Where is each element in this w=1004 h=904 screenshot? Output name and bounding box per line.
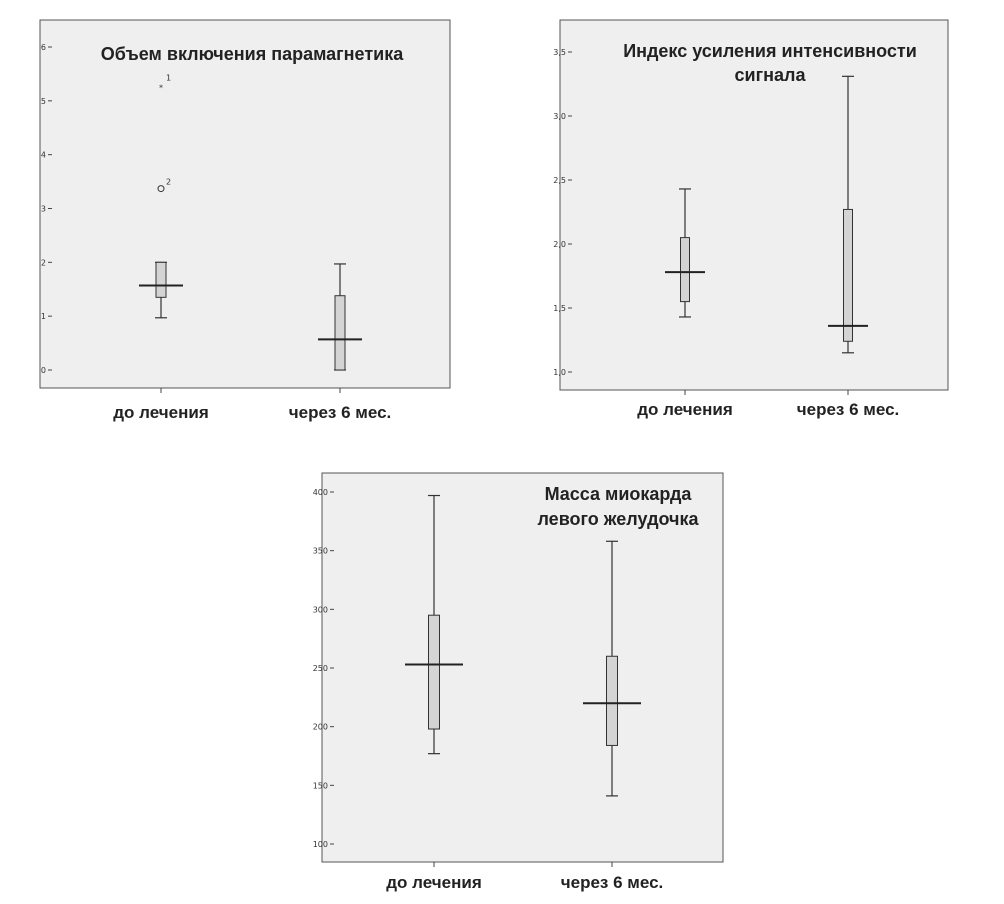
outlier-label: 2 bbox=[166, 178, 171, 187]
chart-panel-3: 100 150 200 250 300 350 400 Масса миокарда левог… bbox=[313, 472, 724, 892]
plot-area bbox=[321, 472, 724, 863]
y-tick-label: 3 bbox=[41, 205, 46, 214]
plot-area bbox=[559, 19, 949, 391]
iqr-box bbox=[155, 261, 167, 298]
category-label: до лечения bbox=[386, 873, 481, 892]
category-label: до лечения bbox=[113, 403, 208, 422]
y-tick-label: 4 bbox=[41, 151, 46, 160]
boxplot-2 bbox=[318, 263, 362, 371]
y-tick-label: 0 bbox=[41, 366, 46, 375]
iqr-box bbox=[428, 614, 440, 730]
iqr-box bbox=[334, 295, 346, 371]
outlier-label: 1 bbox=[166, 74, 171, 83]
chart-title: сигнала bbox=[735, 65, 807, 85]
iqr-box bbox=[680, 237, 690, 303]
y-tick-label: 150 bbox=[313, 781, 328, 790]
category-label: до лечения bbox=[637, 400, 732, 419]
plot-area bbox=[39, 19, 451, 389]
chart-title: Индекс усиления интенсивности bbox=[623, 41, 917, 61]
y-tick-label: 3,0 bbox=[553, 112, 566, 121]
y-tick-label: 2 bbox=[41, 258, 46, 267]
y-tick-label: 1 bbox=[41, 312, 46, 321]
chart-panel-2: 1,0 1,5 2,0 2,5 3,0 3,5 Индекс усиления интенс… bbox=[553, 19, 949, 419]
y-tick-label: 5 bbox=[41, 97, 46, 106]
y-tick-label: 3,5 bbox=[553, 48, 566, 57]
y-tick-label: 200 bbox=[313, 723, 328, 732]
iqr-box bbox=[843, 208, 853, 342]
y-tick-label: 2,5 bbox=[553, 176, 566, 185]
y-tick-label: 100 bbox=[313, 840, 328, 849]
y-tick-label: 250 bbox=[313, 664, 328, 673]
boxplot-2 bbox=[828, 75, 868, 354]
y-tick-label: 6 bbox=[41, 43, 46, 52]
boxplot-1: *1 2 bbox=[139, 74, 183, 319]
y-tick-label: 350 bbox=[313, 547, 328, 556]
boxplot-1 bbox=[405, 494, 463, 755]
boxplot-1 bbox=[665, 188, 705, 318]
y-tick-label: 1,5 bbox=[553, 304, 566, 313]
chart-title: Масса миокарда bbox=[545, 484, 693, 504]
category-label: через 6 мес. bbox=[289, 403, 392, 422]
y-tick-label: 300 bbox=[313, 605, 328, 614]
y-tick-label: 400 bbox=[313, 488, 328, 497]
chart-panel-1: 0 1 2 3 4 5 6 Объем включения парамагнетика до л… bbox=[39, 19, 451, 422]
outlier-circle bbox=[157, 185, 165, 193]
boxplot-2 bbox=[583, 540, 641, 797]
category-label: через 6 мес. bbox=[561, 873, 664, 892]
y-tick-label: 2,0 bbox=[553, 240, 566, 249]
iqr-box bbox=[606, 655, 618, 746]
chart-title: Объем включения парамагнетика bbox=[101, 44, 404, 64]
category-label: через 6 мес. bbox=[797, 400, 900, 419]
outlier-star: * bbox=[159, 84, 163, 93]
chart-title: левого желудочка bbox=[537, 509, 699, 529]
y-tick-label: 1,0 bbox=[553, 368, 566, 377]
